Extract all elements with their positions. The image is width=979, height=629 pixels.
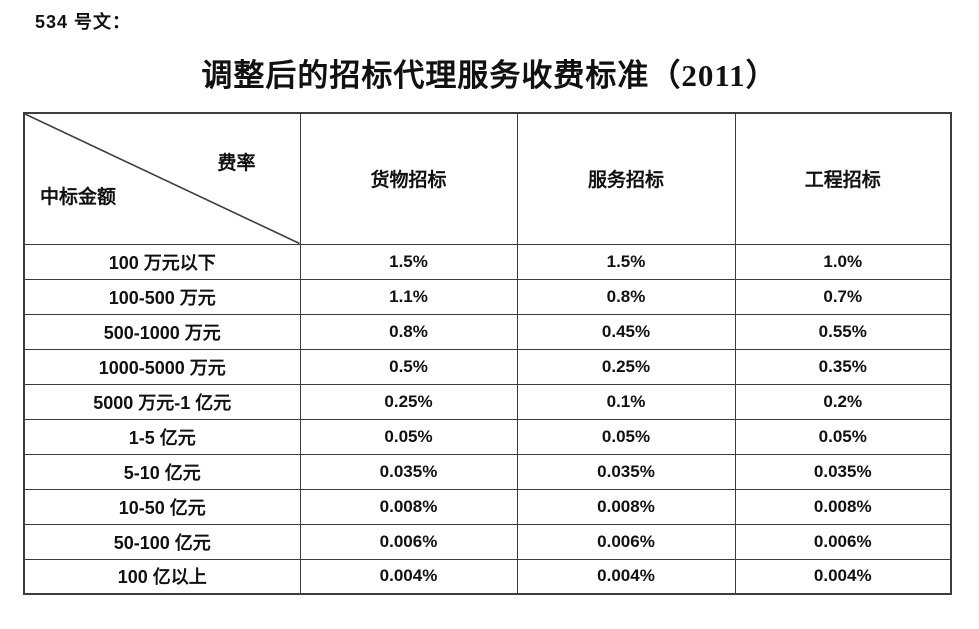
amount-range-cell: 1000-5000 万元 xyxy=(23,348,301,385)
amount-range-cell: 5-10 亿元 xyxy=(23,453,301,490)
table-row: 5-10 亿元 0.035% 0.035% 0.035% xyxy=(23,453,952,490)
corner-label-amount: 中标金额 xyxy=(40,187,117,208)
rate-value-cell: 0.25% xyxy=(516,348,736,385)
table-row: 500-1000 万元 0.8% 0.45% 0.55% xyxy=(23,313,952,350)
table-row: 1-5 亿元 0.05% 0.05% 0.05% xyxy=(23,418,952,455)
table-header: 费率 中标金额 货物招标 服务招标 工程招标 xyxy=(23,112,952,245)
rate-value-cell: 1.5% xyxy=(516,243,736,280)
amount-range-cell: 500-1000 万元 xyxy=(23,313,301,350)
rate-value-cell: 0.008% xyxy=(734,488,952,525)
table-row: 5000 万元-1 亿元 0.25% 0.1% 0.2% xyxy=(23,383,952,420)
column-header-engineering: 工程招标 xyxy=(734,112,952,245)
page-title: 调整后的招标代理服务收费标准（2011） xyxy=(201,58,778,93)
rate-value-cell: 0.35% xyxy=(734,348,952,385)
rate-value-cell: 0.8% xyxy=(299,313,518,350)
rate-value-cell: 0.7% xyxy=(734,278,952,315)
amount-range-cell: 100 万元以下 xyxy=(23,243,301,280)
table-row: 100-500 万元 1.1% 0.8% 0.7% xyxy=(23,278,952,315)
column-header-service: 服务招标 xyxy=(516,112,736,245)
table-row: 1000-5000 万元 0.5% 0.25% 0.35% xyxy=(23,348,952,385)
table-row: 50-100 亿元 0.006% 0.006% 0.006% xyxy=(23,523,952,560)
rate-value-cell: 0.45% xyxy=(516,313,736,350)
rate-value-cell: 0.004% xyxy=(734,558,952,595)
rate-value-cell: 0.05% xyxy=(299,418,518,455)
amount-range-cell: 10-50 亿元 xyxy=(23,488,301,525)
rate-value-cell: 0.25% xyxy=(299,383,518,420)
rate-value-cell: 0.004% xyxy=(299,558,518,595)
rate-value-cell: 0.2% xyxy=(734,383,952,420)
rate-value-cell: 0.5% xyxy=(299,348,518,385)
rate-value-cell: 1.5% xyxy=(299,243,518,280)
fee-table-body: 100 万元以下 1.5% 1.5% 1.0% 100-500 万元 1.1% 0.8% 0.… xyxy=(23,243,952,595)
diagonal-divider-line xyxy=(25,114,300,244)
rate-value-cell: 0.006% xyxy=(734,523,952,560)
header-row: 费率 中标金额 货物招标 服务招标 工程招标 xyxy=(23,112,952,245)
rate-value-cell: 0.8% xyxy=(516,278,736,315)
rate-value-cell: 0.008% xyxy=(516,488,736,525)
rate-value-cell: 1.0% xyxy=(734,243,952,280)
corner-header-cell: 费率 中标金额 xyxy=(23,112,301,245)
rate-value-cell: 0.55% xyxy=(734,313,952,350)
rate-value-cell: 0.006% xyxy=(516,523,736,560)
rate-value-cell: 0.1% xyxy=(516,383,736,420)
amount-range-cell: 1-5 亿元 xyxy=(23,418,301,455)
rate-value-cell: 0.035% xyxy=(516,453,736,490)
rate-value-cell: 0.05% xyxy=(516,418,736,455)
corner-label-rate: 费率 xyxy=(217,153,256,174)
column-header-goods: 货物招标 xyxy=(299,112,518,245)
rate-value-cell: 0.006% xyxy=(299,523,518,560)
fee-standard-table: 费率 中标金额 货物招标 服务招标 工程招标 100 万元以下 1.5% 1.5% 1… xyxy=(23,112,952,595)
table-row: 100 万元以下 1.5% 1.5% 1.0% xyxy=(23,243,952,280)
rate-value-cell: 0.035% xyxy=(299,453,518,490)
rate-value-cell: 0.004% xyxy=(516,558,736,595)
amount-range-cell: 100 亿以上 xyxy=(23,558,301,595)
amount-range-cell: 5000 万元-1 亿元 xyxy=(23,383,301,420)
rate-value-cell: 0.008% xyxy=(299,488,518,525)
document-number-label: 534 号文： xyxy=(35,12,132,32)
table-row: 10-50 亿元 0.008% 0.008% 0.008% xyxy=(23,488,952,525)
table-row: 100 亿以上 0.004% 0.004% 0.004% xyxy=(23,558,952,595)
rate-value-cell: 0.05% xyxy=(734,418,952,455)
rate-value-cell: 1.1% xyxy=(299,278,518,315)
amount-range-cell: 100-500 万元 xyxy=(23,278,301,315)
rate-value-cell: 0.035% xyxy=(734,453,952,490)
amount-range-cell: 50-100 亿元 xyxy=(23,523,301,560)
